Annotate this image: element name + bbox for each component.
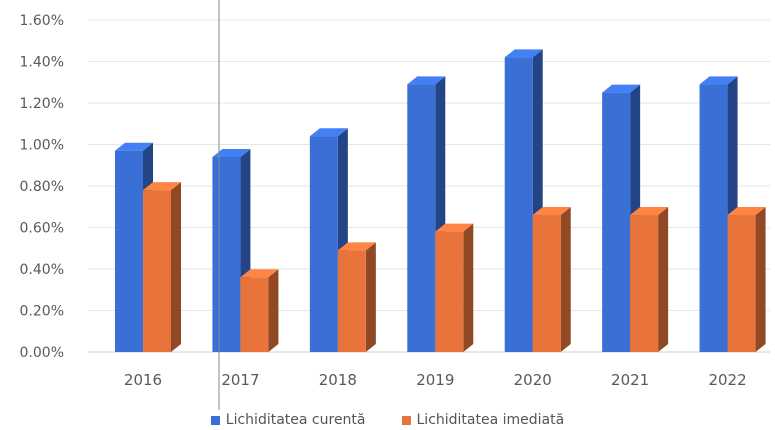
y-tick-label: 1.00%: [20, 138, 64, 154]
bar-imediata-2020-side: [560, 207, 571, 352]
chart-legend: Lichiditatea curentă Lichiditatea imedia…: [0, 410, 775, 430]
bar-imediata-2021-top: [630, 207, 669, 216]
bar-imediata-2017: [240, 277, 269, 352]
y-tick-label: 1.20%: [20, 96, 64, 112]
bar-curenta-2021-top: [602, 84, 641, 93]
y-tick-label: 0.80%: [20, 179, 64, 195]
y-tick-label: 1.60%: [20, 13, 64, 29]
bar-imediata-2020: [532, 215, 561, 352]
bar-imediata-2020-top: [532, 207, 571, 216]
bar-curenta-2020-top: [504, 49, 543, 58]
bar-curenta-2016: [115, 150, 143, 352]
x-tick-label: 2016: [124, 371, 162, 389]
bar-imediata-2019-top: [435, 223, 474, 232]
y-tick-label: 0.00%: [20, 345, 64, 361]
bar-imediata-2019-side: [463, 223, 474, 352]
bar-imediata-2022-side: [755, 207, 766, 352]
chart-plot: 0.00% 0.20% 0.40% 0.60% 0.80% 1.00% 1.20% 1.40%…: [20, 0, 770, 430]
bar-imediata-2018-top: [337, 242, 376, 251]
bar-curenta-2016-top: [115, 142, 153, 151]
bar-imediata-2017-side: [268, 269, 279, 352]
bar-curenta-2018-top: [309, 128, 348, 137]
bar-curenta-2019: [407, 84, 436, 352]
legend-label-series-1: Lichiditatea curentă: [225, 412, 366, 428]
legend-swatch-series-1: [210, 415, 220, 425]
legend-swatch-series-2: [401, 415, 411, 425]
bar-curenta-2022: [699, 84, 728, 352]
bar-imediata-2016: [143, 190, 171, 352]
bar-imediata-2018-side: [365, 242, 376, 352]
bar-imediata-2021: [630, 215, 659, 352]
bar-imediata-2017-top: [240, 269, 279, 278]
x-tick-label: 2021: [611, 371, 649, 389]
bar-imediata-2018: [337, 250, 366, 352]
bar-curenta-2019-top: [407, 76, 446, 85]
bar-curenta-2018: [309, 136, 338, 352]
bar-curenta-2021: [602, 92, 631, 352]
legend-label-series-2: Lichiditatea imediată: [416, 412, 565, 428]
x-tick-label: 2017: [221, 371, 259, 389]
bar-imediata-2021-side: [658, 207, 669, 352]
bar-imediata-2016-side: [171, 182, 181, 352]
x-tick-label: 2020: [514, 371, 552, 389]
y-tick-label: 0.60%: [20, 221, 64, 237]
bar-imediata-2022-top: [727, 207, 766, 216]
y-tick-label: 1.40%: [20, 55, 64, 71]
bar-curenta-2022-top: [699, 76, 738, 85]
bar-imediata-2022: [727, 215, 756, 352]
x-tick-label: 2022: [708, 371, 746, 389]
bar-imediata-2016-top: [143, 182, 181, 191]
bar-curenta-2020: [504, 57, 533, 352]
bar-imediata-2019: [435, 231, 464, 352]
y-tick-label: 0.20%: [20, 304, 64, 320]
legend-item-series-1: Lichiditatea curentă: [210, 412, 366, 428]
y-tick-label: 0.40%: [20, 262, 64, 278]
legend-item-series-2: Lichiditatea imediată: [401, 412, 565, 428]
x-tick-label: 2019: [416, 371, 454, 389]
bar-curenta-2017-top: [212, 148, 251, 157]
bar-curenta-2017: [212, 156, 241, 352]
x-tick-label: 2018: [319, 371, 357, 389]
